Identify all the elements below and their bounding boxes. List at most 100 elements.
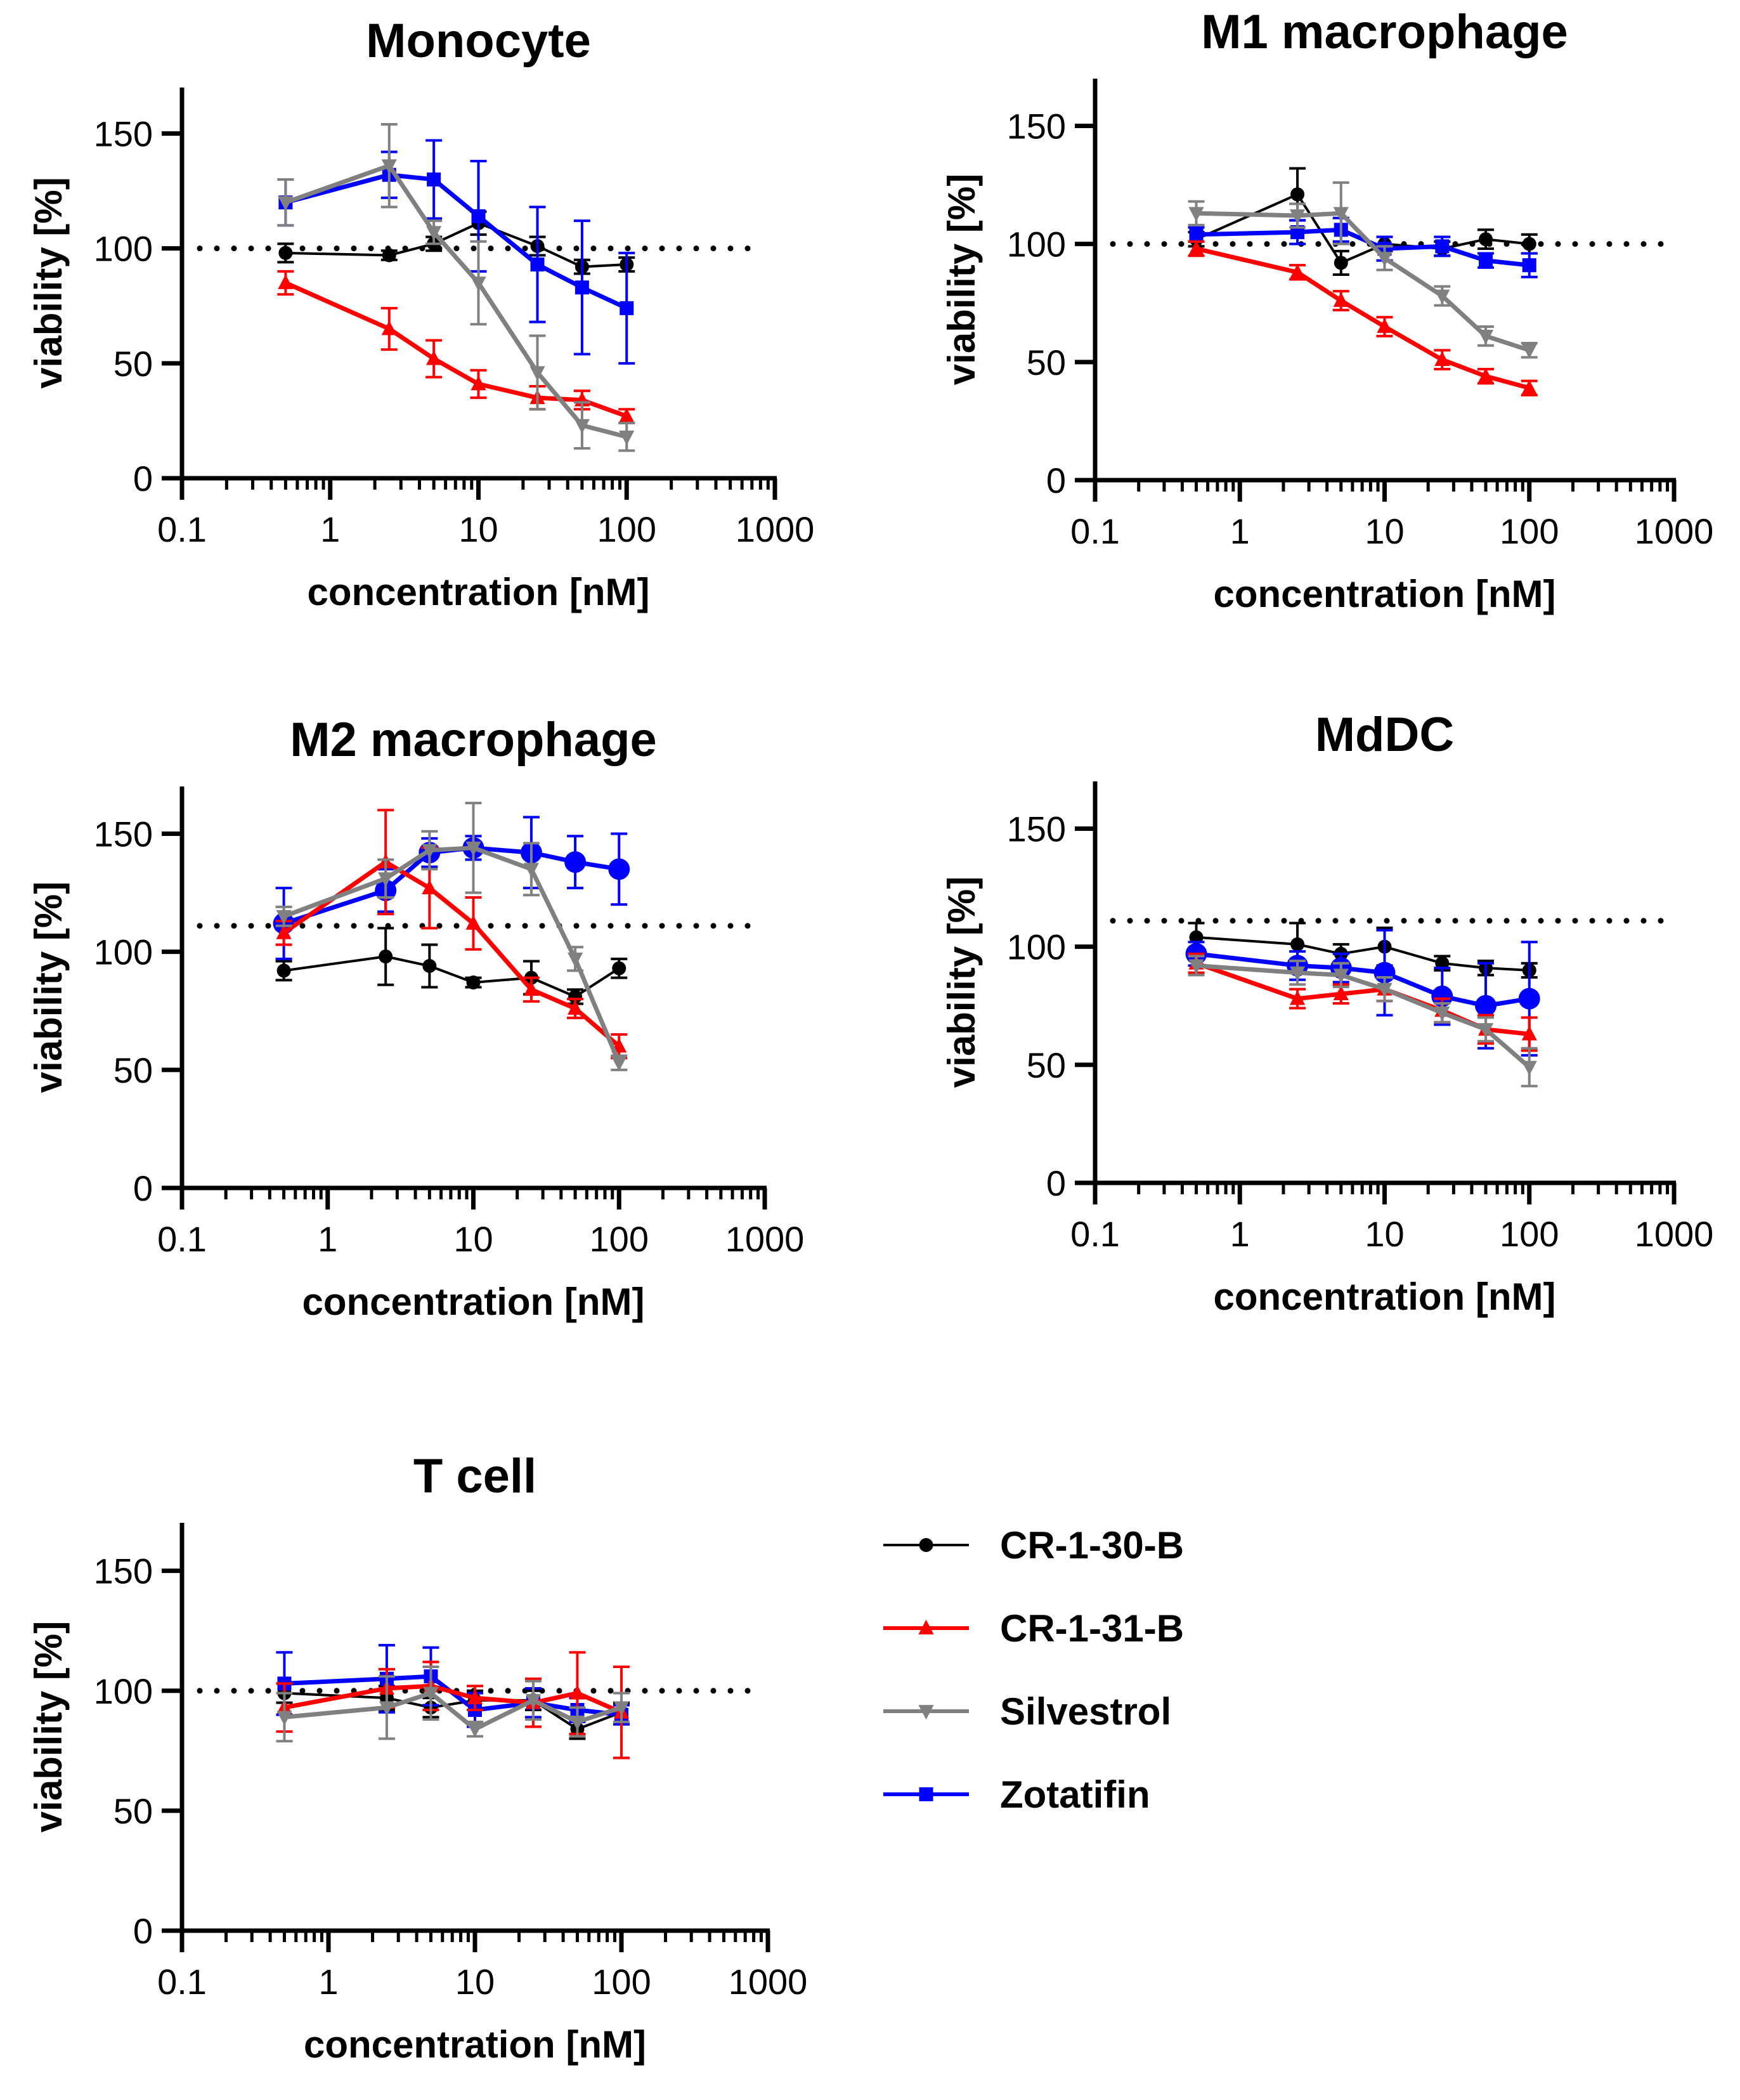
y-tick-label: 150 bbox=[94, 114, 153, 153]
y-tick-label: 150 bbox=[94, 814, 153, 854]
data-point bbox=[1475, 995, 1497, 1017]
data-point bbox=[1477, 367, 1494, 383]
panel-mddc: MdDC 0 50 100 150 0.1 1 10 100 1000 concentration … bbox=[940, 708, 1713, 1318]
y-tick-label: 50 bbox=[114, 1791, 153, 1831]
x-axis-label: concentration [nM] bbox=[308, 571, 650, 613]
series-silvestrol bbox=[1188, 181, 1538, 359]
data-point bbox=[422, 958, 437, 973]
y-tick-label: 100 bbox=[94, 932, 153, 972]
data-point bbox=[278, 196, 294, 211]
data-point bbox=[1521, 379, 1537, 395]
data-point bbox=[1333, 292, 1349, 307]
x-tick-label: 100 bbox=[1500, 1214, 1559, 1254]
x-tick-label: 100 bbox=[1500, 511, 1559, 551]
y-tick-label: 0 bbox=[1046, 1163, 1066, 1203]
x-tick-label: 0.1 bbox=[157, 1962, 207, 2002]
data-point bbox=[276, 924, 292, 939]
data-point bbox=[569, 1716, 585, 1731]
data-point bbox=[1477, 329, 1494, 345]
series-silvestrol bbox=[275, 802, 628, 1071]
panel-title: T cell bbox=[413, 1449, 536, 1503]
y-axis-label: viability [%] bbox=[27, 1621, 70, 1832]
x-tick-label: 1 bbox=[320, 509, 340, 549]
legend-label: Zotatifin bbox=[1000, 1773, 1150, 1816]
series-cr-1-30-b bbox=[275, 927, 628, 1005]
data-point bbox=[574, 419, 590, 434]
data-point bbox=[1189, 227, 1204, 242]
data-point bbox=[1188, 207, 1204, 222]
y-tick-label: 50 bbox=[114, 1050, 153, 1090]
data-point bbox=[1522, 237, 1536, 251]
panel-title: Monocyte bbox=[366, 14, 591, 68]
data-point bbox=[569, 1685, 585, 1700]
data-point bbox=[427, 172, 441, 186]
legend-marker bbox=[919, 1787, 933, 1801]
data-point bbox=[1289, 209, 1306, 225]
data-point bbox=[378, 872, 394, 887]
data-point bbox=[276, 1711, 292, 1726]
data-point bbox=[1290, 187, 1305, 202]
data-point bbox=[564, 851, 587, 873]
data-point bbox=[1289, 264, 1306, 279]
data-point bbox=[1188, 240, 1204, 255]
x-tick-label: 10 bbox=[455, 1962, 495, 2002]
y-tick-label: 150 bbox=[1007, 106, 1066, 146]
data-point bbox=[1333, 968, 1349, 984]
data-point bbox=[465, 841, 481, 857]
data-point bbox=[379, 949, 393, 964]
data-point bbox=[1377, 252, 1393, 267]
series-line bbox=[285, 163, 628, 440]
x-tick-label: 1000 bbox=[1635, 1214, 1714, 1254]
panel-m2-macrophage: M2 macrophage 0 50 100 150 0.1 1 10 100 1000 conce… bbox=[27, 713, 804, 1323]
x-axis-label: concentration [nM] bbox=[1214, 1275, 1556, 1318]
series-silvestrol bbox=[1188, 955, 1538, 1088]
data-point bbox=[1521, 1026, 1537, 1041]
y-axis-label: viability [%] bbox=[27, 882, 70, 1093]
series-line bbox=[1195, 246, 1530, 391]
data-point bbox=[523, 863, 540, 878]
data-point bbox=[1434, 289, 1450, 304]
data-point bbox=[426, 350, 442, 365]
x-tick-label: 1000 bbox=[736, 509, 815, 549]
data-point bbox=[1188, 959, 1204, 974]
y-tick-label: 100 bbox=[94, 229, 153, 269]
data-point bbox=[613, 1701, 630, 1716]
y-tick-label: 50 bbox=[114, 344, 153, 384]
series-cr-1-31-b bbox=[1188, 240, 1538, 396]
y-axis-label: viability [%] bbox=[27, 177, 70, 388]
x-tick-label: 0.1 bbox=[157, 1219, 207, 1259]
data-point bbox=[611, 1056, 627, 1071]
x-tick-label: 0.1 bbox=[1070, 1214, 1120, 1254]
panel-title: M1 macrophage bbox=[1201, 5, 1568, 59]
panel-title: M2 macrophage bbox=[290, 713, 657, 767]
y-tick-label: 100 bbox=[1007, 225, 1066, 264]
data-point bbox=[422, 879, 438, 895]
data-point bbox=[382, 248, 396, 263]
y-tick-label: 0 bbox=[133, 459, 153, 499]
x-axis-label: concentration [nM] bbox=[1214, 573, 1556, 615]
panel-title: MdDC bbox=[1315, 708, 1455, 762]
data-point bbox=[466, 975, 481, 990]
data-point bbox=[381, 320, 397, 336]
data-point bbox=[1521, 344, 1537, 359]
x-tick-label: 1 bbox=[1230, 1214, 1250, 1254]
legend-label: CR-1-30-B bbox=[1000, 1524, 1184, 1567]
data-point bbox=[619, 430, 635, 445]
series-line bbox=[284, 280, 628, 419]
data-point bbox=[422, 844, 438, 859]
data-point bbox=[529, 366, 545, 381]
legend: CR-1-30-B CR-1-31-B Silvestrol Zotatifin bbox=[883, 1524, 1184, 1816]
data-point bbox=[1479, 232, 1493, 247]
series-silvestrol bbox=[276, 1665, 630, 1743]
x-tick-label: 10 bbox=[458, 509, 498, 549]
data-point bbox=[525, 1693, 542, 1709]
x-tick-label: 1 bbox=[1230, 511, 1250, 551]
y-axis-label: viability [%] bbox=[940, 174, 983, 385]
data-point bbox=[608, 858, 630, 880]
y-tick-label: 100 bbox=[1007, 927, 1066, 967]
data-point bbox=[471, 209, 486, 223]
x-tick-label: 1 bbox=[318, 1962, 338, 2002]
y-tick-label: 50 bbox=[1027, 1045, 1066, 1085]
data-point bbox=[530, 258, 545, 272]
data-point bbox=[276, 963, 291, 978]
